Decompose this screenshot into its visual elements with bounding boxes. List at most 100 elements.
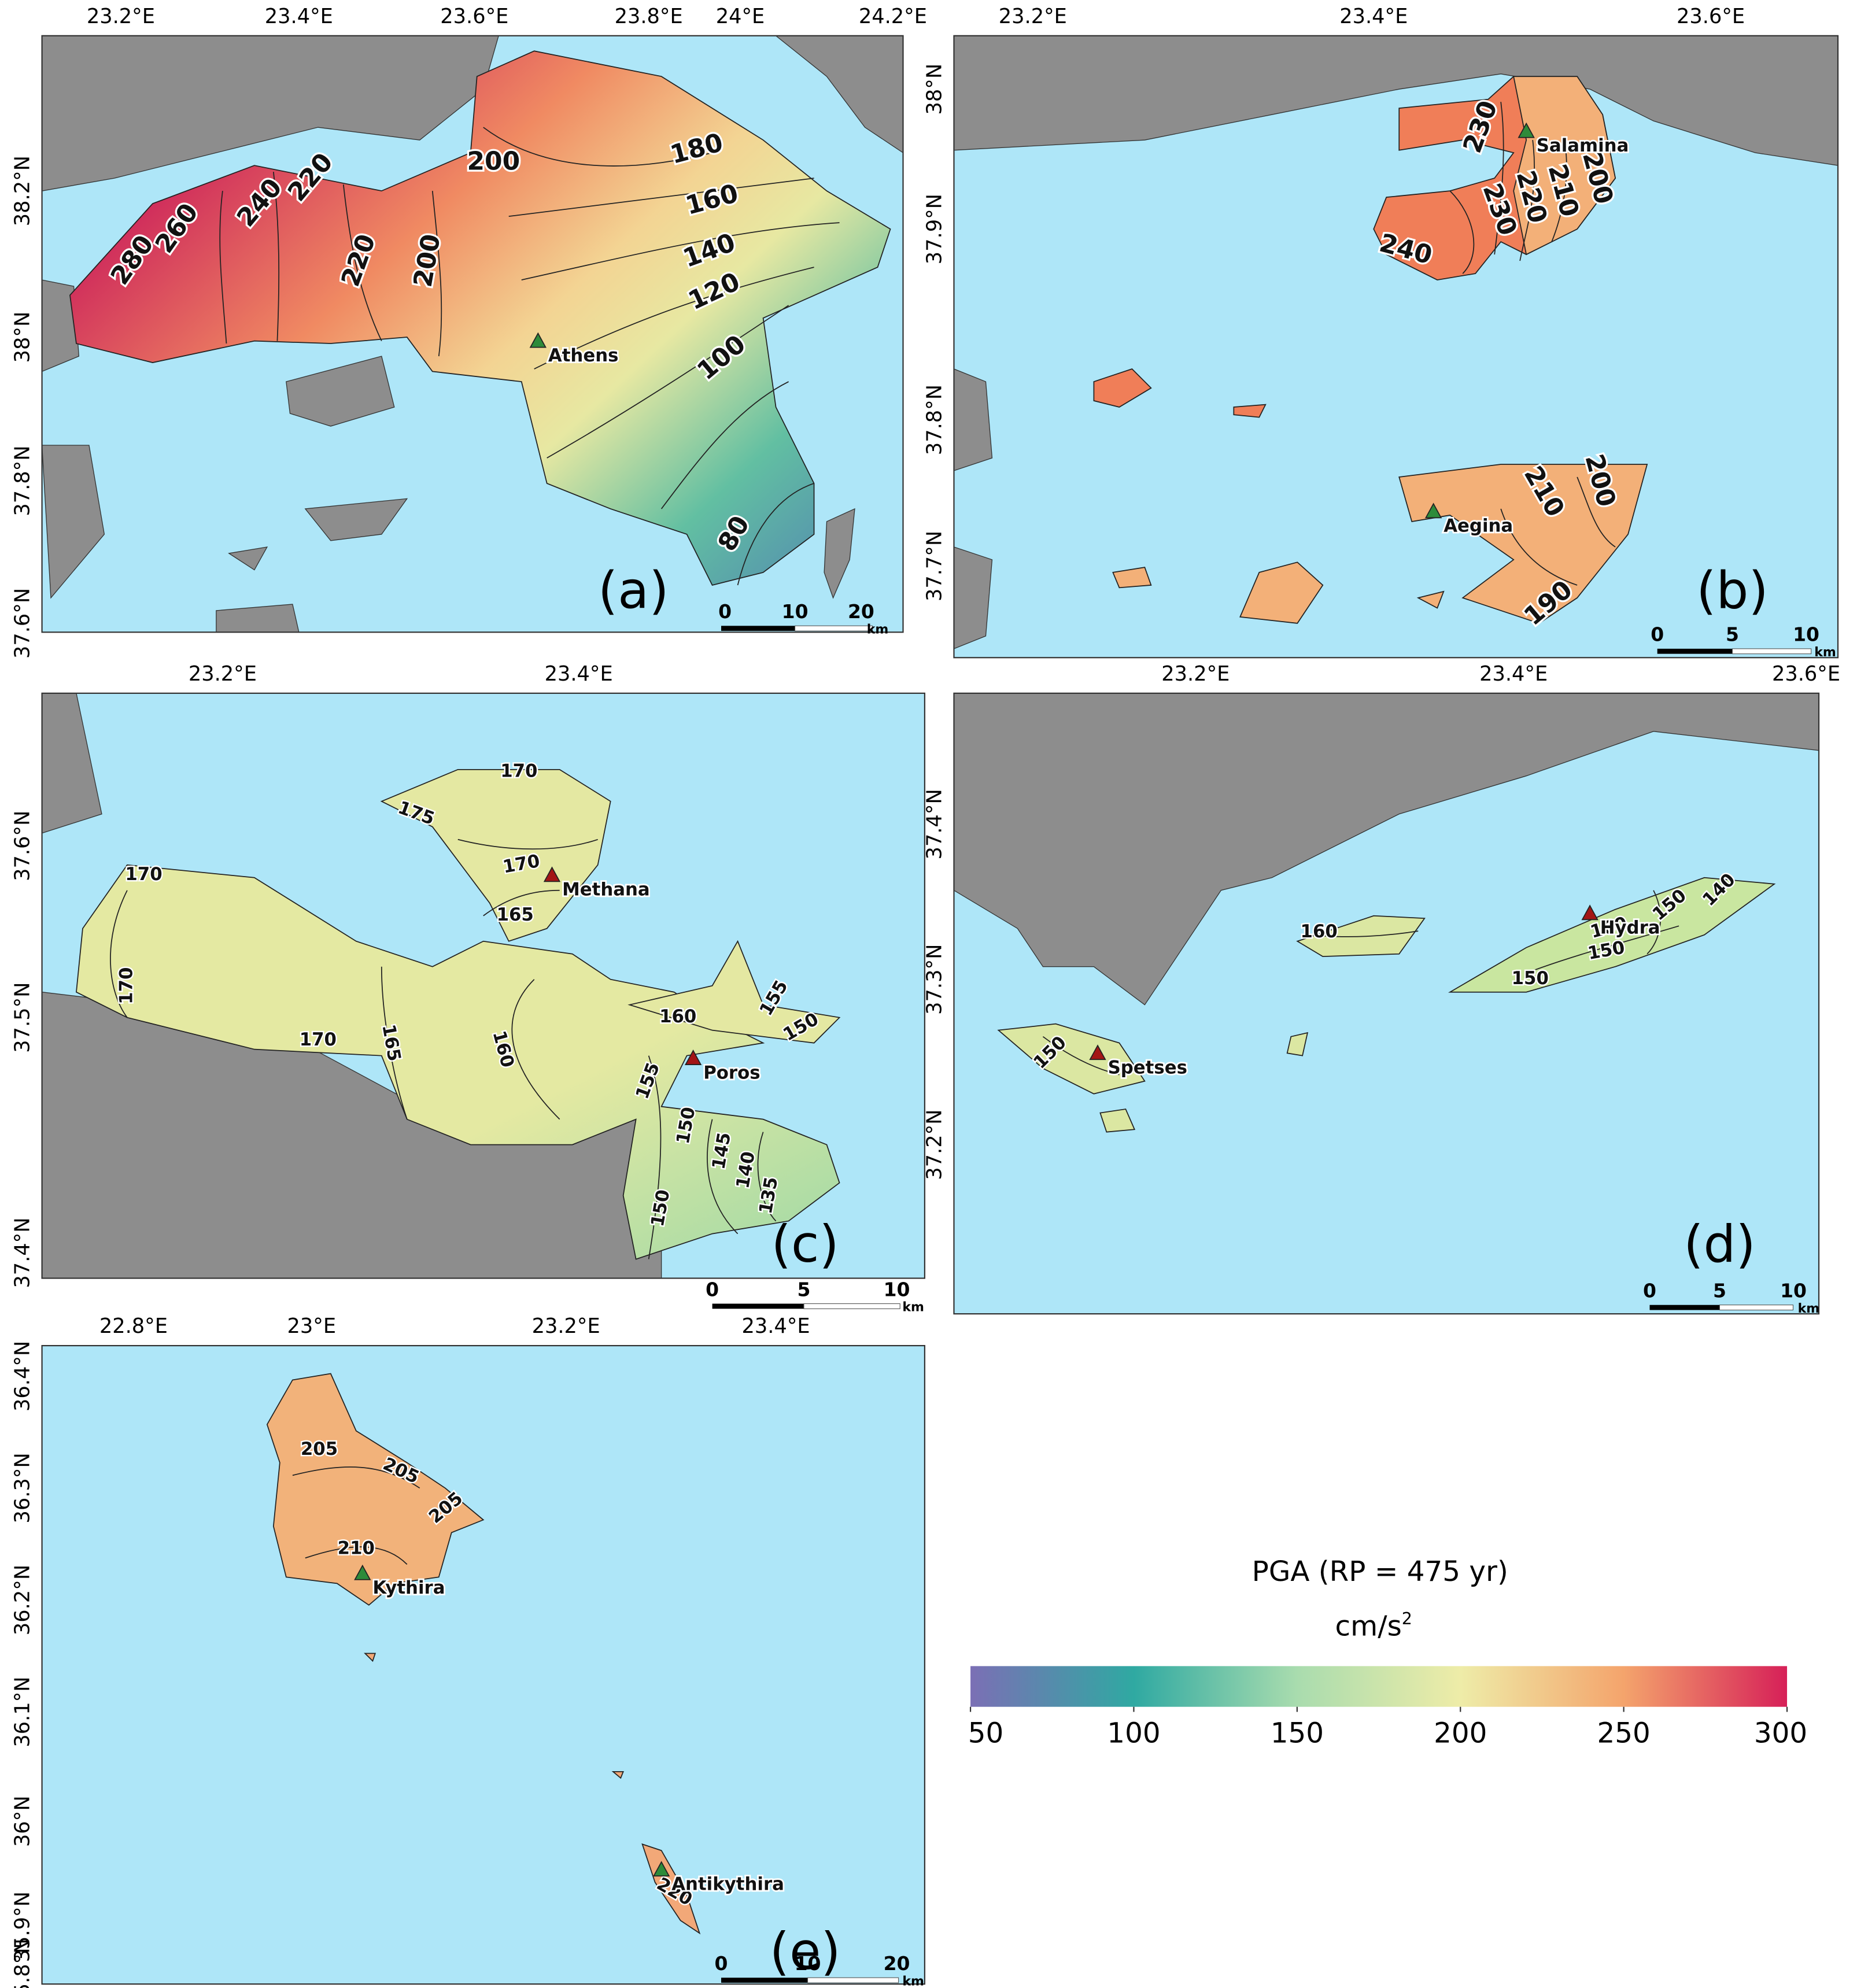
longitude-label: 23.6°E — [440, 5, 508, 28]
latitude-label: 37.8°N — [11, 445, 35, 516]
latitude-label: 38°N — [922, 64, 946, 115]
longitude-label: 23.4°E — [265, 5, 333, 28]
place-marker — [529, 332, 547, 348]
legend: PGA (RP = 475 yr) cm/s2 50 100 150 200 250 30… — [968, 1555, 1808, 1749]
place-marker — [684, 1050, 702, 1065]
longitude-label: 23.8°E — [615, 5, 683, 28]
latitude-label: 36.3°N — [11, 1453, 35, 1523]
colorbar-tick-label: 50 — [968, 1717, 1004, 1749]
place-marker — [1518, 122, 1535, 138]
place-label: Poros — [703, 1062, 760, 1083]
longitude-label: 23.6°E — [1772, 662, 1840, 686]
longitude-label: 23°E — [287, 1314, 337, 1338]
scale-bar-black — [1649, 1305, 1720, 1310]
place-label: Aegina — [1443, 516, 1513, 537]
latitude-label: 37.8°N — [922, 385, 946, 455]
latitude-label: 37.3°N — [922, 944, 946, 1015]
scale-bar-label: 20 — [884, 1952, 910, 1975]
place-label: Methana — [562, 880, 650, 900]
colorbar — [970, 1666, 1788, 1707]
latitude-label: 36.2°N — [11, 1565, 35, 1635]
panel-label: (d) — [1684, 1214, 1755, 1274]
scale-bar-label: 0 — [718, 600, 732, 623]
longitude-label: 23.6°E — [1677, 5, 1745, 28]
scale-bar-label: 5 — [797, 1278, 810, 1300]
place-marker — [1581, 904, 1598, 921]
scale-bar-black — [721, 626, 795, 631]
latitude-label: 38°N — [11, 312, 35, 363]
scale-bar-label: 0 — [1651, 623, 1664, 646]
colorbar-tick-label: 200 — [1434, 1717, 1487, 1749]
longitude-label: 24.2°E — [859, 5, 927, 28]
contour-label: 170 — [500, 761, 537, 782]
panel-label: (c) — [771, 1214, 839, 1274]
place-marker — [354, 1564, 371, 1580]
scale-bar-label: km — [1814, 645, 1836, 660]
scale-bar-label: 0 — [1643, 1280, 1656, 1302]
map-panel-b — [954, 35, 1838, 658]
scale-bar-black — [1657, 648, 1733, 654]
scale-bar-label: 20 — [848, 600, 874, 623]
longitude-label: 23.4°E — [1479, 662, 1548, 686]
latitude-label: 37.4°N — [11, 1217, 35, 1288]
place-label: Antikythira — [671, 1874, 784, 1894]
longitude-label: 23.2°E — [999, 5, 1067, 28]
scale-bar-label: km — [902, 1974, 924, 1988]
latitude-label: 38.2°N — [11, 156, 35, 226]
longitude-label: 23.2°E — [1161, 662, 1230, 686]
panel-label: (a) — [598, 561, 669, 620]
legend-title: PGA (RP = 475 yr) — [1252, 1555, 1508, 1588]
place-marker — [543, 866, 561, 882]
scale-bar-white — [795, 625, 873, 631]
colorbar-tick-label: 250 — [1597, 1717, 1650, 1749]
latitude-label: 36.4°N — [11, 1341, 35, 1411]
place-label: Salamina — [1537, 135, 1629, 156]
contour-label: 200 — [467, 147, 520, 176]
scale-bar-white — [1732, 648, 1812, 655]
scale-bar-label: 0 — [706, 1278, 719, 1300]
longitude-label: 23.2°E — [532, 1314, 600, 1338]
colorbar-tick-label: 100 — [1107, 1717, 1160, 1749]
scale-bar-label: 10 — [1793, 623, 1819, 646]
place-marker — [1424, 502, 1442, 519]
scale-bar-label: 5 — [1713, 1280, 1726, 1302]
contour-label: 170 — [300, 1029, 337, 1050]
contour-label: 165 — [497, 904, 534, 925]
scale-bar-black — [712, 1303, 804, 1309]
latitude-label: 35.8°N — [11, 1938, 35, 1988]
longitude-label: 23.2°E — [189, 662, 257, 686]
scale-bar-label: 5 — [1726, 623, 1739, 646]
place-label: Kythira — [372, 1577, 445, 1598]
colorbar-tick-label: 300 — [1754, 1717, 1807, 1749]
scale-bar-label: 10 — [782, 600, 808, 623]
contour-label: 170 — [125, 864, 162, 885]
scale-bar-label: km — [902, 1300, 924, 1315]
place-marker — [652, 1861, 670, 1877]
contour-label: 205 — [301, 1439, 338, 1459]
map-panel-a — [42, 35, 903, 633]
scale-bar-label: 0 — [715, 1952, 728, 1975]
unit-superscript: 2 — [1402, 1609, 1412, 1628]
latitude-label: 37.6°N — [11, 588, 35, 659]
scale-bar-label: 10 — [795, 1952, 821, 1975]
map-panel-e — [42, 1346, 925, 1985]
colorbar-tick-label: 150 — [1271, 1717, 1324, 1749]
map-panel-d — [954, 693, 1819, 1314]
latitude-label: 36.1°N — [11, 1676, 35, 1747]
place-marker — [1089, 1044, 1106, 1060]
panel-label: (e) — [770, 1922, 841, 1981]
longitude-label: 23.4°E — [742, 1314, 810, 1338]
latitude-label: 37.4°N — [922, 789, 946, 859]
panel-label: (b) — [1696, 561, 1768, 620]
scale-bar-label: 10 — [884, 1278, 910, 1300]
scale-bar-label: km — [1798, 1302, 1820, 1316]
unit-text: cm/s — [1335, 1610, 1402, 1643]
scale-bar-label: km — [867, 622, 889, 637]
latitude-label: 35.9°N — [11, 1891, 35, 1962]
map-panel-c — [42, 693, 925, 1278]
legend-unit: cm/s2 — [1335, 1609, 1412, 1643]
longitude-label: 23.2°E — [87, 5, 155, 28]
scale-bar-white — [807, 1977, 899, 1983]
place-label: Spetses — [1108, 1057, 1187, 1078]
longitude-label: 23.4°E — [1339, 5, 1408, 28]
